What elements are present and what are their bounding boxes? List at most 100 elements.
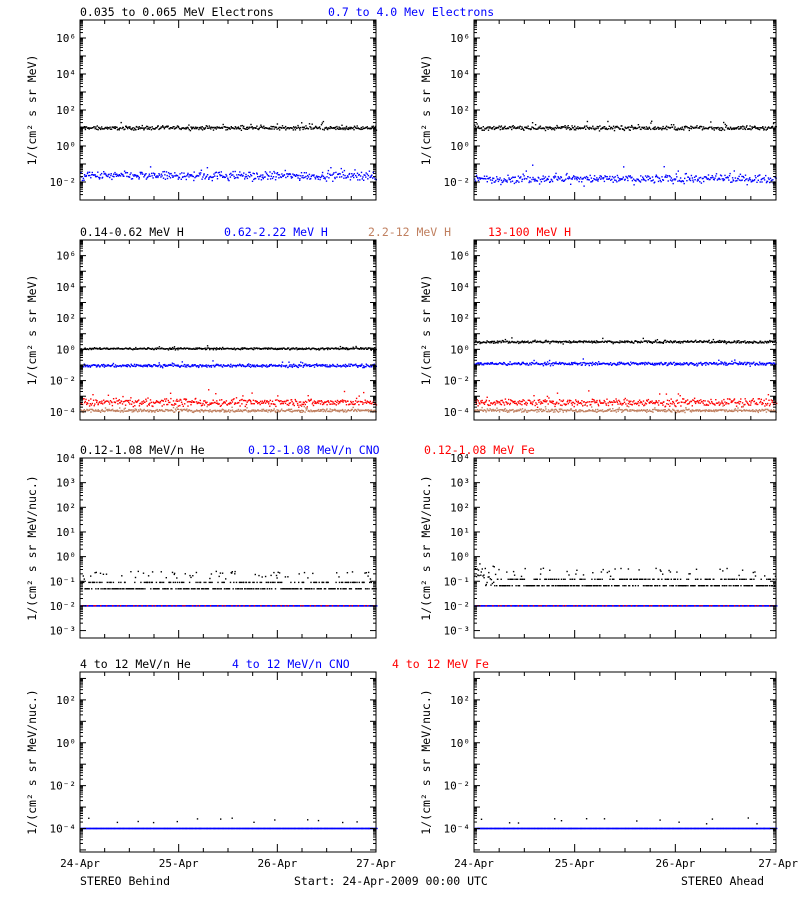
data-point [328, 177, 330, 179]
data-point [114, 171, 116, 174]
data-point [291, 127, 293, 129]
data-point [281, 402, 283, 405]
data-point [232, 170, 234, 173]
data-point [560, 126, 563, 128]
data-point [210, 365, 212, 367]
data-point [230, 410, 232, 412]
data-point [143, 176, 145, 178]
data-point [107, 394, 110, 396]
data-point [94, 403, 96, 405]
data-point [305, 175, 307, 178]
data-point [252, 409, 254, 411]
data-point [655, 176, 657, 178]
data-point [554, 403, 557, 405]
data-point [537, 340, 539, 343]
data-point [170, 364, 172, 367]
data-point [273, 170, 275, 173]
data-point [688, 179, 691, 181]
data-point [103, 171, 105, 173]
data-point [627, 340, 629, 342]
data-point [639, 363, 642, 365]
data-point [502, 340, 504, 342]
data-point [86, 409, 89, 411]
data-point [141, 403, 143, 405]
data-point [769, 127, 771, 129]
data-point [500, 183, 502, 186]
data-point [343, 390, 346, 393]
data-point [364, 366, 366, 368]
data-point [219, 409, 221, 412]
data-point [203, 173, 205, 175]
data-point [635, 127, 638, 130]
data-point [319, 348, 321, 351]
data-point [299, 365, 301, 367]
data-point [706, 127, 708, 130]
data-point [323, 177, 325, 179]
data-point [164, 410, 166, 412]
data-point [295, 409, 297, 412]
data-point [765, 174, 767, 177]
data-point [585, 340, 587, 342]
data-point [176, 365, 179, 367]
data-point [579, 128, 582, 130]
data-point [710, 177, 713, 179]
data-point [744, 180, 746, 182]
data-point [612, 125, 615, 127]
data-point [307, 410, 309, 412]
data-point [252, 348, 255, 351]
data-point [92, 127, 94, 129]
data-point [630, 361, 632, 363]
data-point [184, 366, 186, 368]
data-point [177, 349, 179, 351]
data-point [254, 410, 256, 413]
data-point [612, 342, 614, 345]
data-point [766, 340, 769, 343]
y-tick-label: 10² [450, 104, 470, 117]
data-point [347, 176, 349, 178]
data-point [593, 341, 595, 343]
data-point [278, 126, 280, 129]
data-point [325, 366, 327, 368]
y-tick-label: 10⁰ [56, 343, 76, 356]
data-point [261, 400, 263, 402]
data-point [114, 409, 116, 412]
data-point [151, 175, 153, 177]
data-point [195, 365, 197, 367]
data-point [621, 340, 623, 343]
data-point [358, 395, 360, 397]
data-point [760, 342, 762, 344]
data-point [744, 361, 746, 364]
data-point [674, 340, 677, 342]
data-point [329, 400, 332, 402]
data-point [477, 125, 480, 127]
data-point [308, 365, 311, 368]
data-point [481, 342, 483, 344]
data-point [271, 177, 274, 180]
data-point [370, 409, 373, 411]
data-point [595, 179, 597, 181]
data-point [288, 361, 290, 363]
data-point [168, 175, 170, 178]
data-point [310, 177, 312, 180]
data-point [253, 173, 255, 175]
data-point [686, 126, 688, 128]
data-point [269, 405, 271, 407]
data-point [310, 175, 312, 178]
data-point [560, 176, 563, 179]
data-point [518, 127, 520, 130]
data-point [235, 348, 238, 350]
data-point [675, 363, 677, 366]
data-point [651, 342, 654, 344]
data-point [371, 403, 373, 405]
data-point [751, 126, 753, 128]
data-point [638, 126, 641, 128]
data-point [155, 409, 157, 411]
data-point [176, 347, 179, 349]
data-point [726, 128, 729, 130]
data-point [123, 408, 125, 410]
data-point [145, 398, 147, 400]
data-point [626, 176, 628, 178]
data-point [654, 126, 656, 128]
data-point [634, 127, 636, 130]
data-point [110, 128, 113, 130]
